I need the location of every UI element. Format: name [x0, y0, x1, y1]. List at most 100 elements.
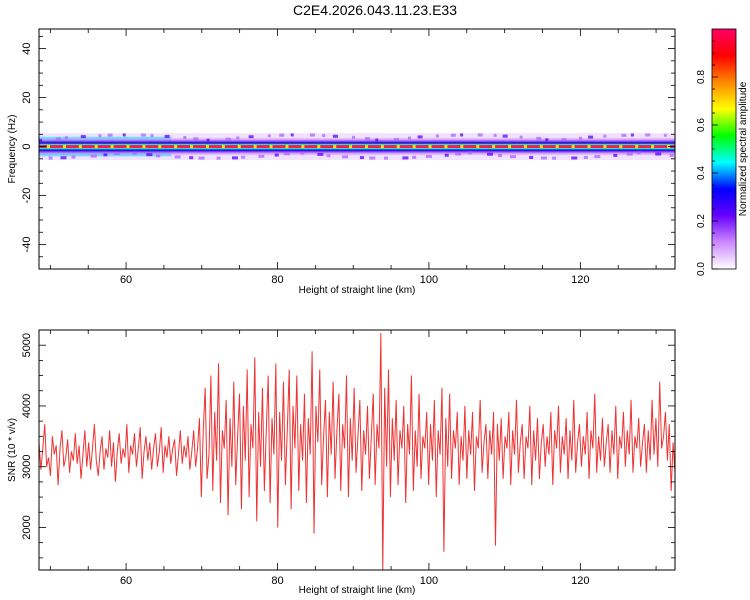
spectrogram-speckle	[90, 154, 97, 158]
spectrogram-speckle	[536, 136, 542, 140]
spectrogram-speckle	[231, 156, 238, 160]
spectrogram-speckle	[412, 155, 417, 159]
spectrogram-peak-dot	[205, 145, 209, 149]
spectrogram-speckle	[552, 156, 557, 160]
spectrogram-peak-dot	[619, 145, 623, 149]
spectrogram-peak-dot	[221, 145, 225, 149]
spectrogram-speckle	[477, 133, 483, 137]
y-tick-label: 20	[21, 91, 33, 103]
spectrogram-speckle	[529, 155, 534, 159]
spectrogram-speckle	[509, 155, 516, 159]
spectrogram-speckle	[393, 137, 399, 141]
spectrogram-y-axis: -40 -20 0 20 40	[21, 35, 675, 270]
spectrogram-speckle	[322, 133, 326, 137]
spectrogram-speckle	[60, 156, 67, 160]
spectrogram-speckle	[71, 155, 76, 159]
spectrogram-speckle	[630, 133, 634, 137]
spectrogram-peak-dot	[460, 145, 464, 149]
snr-x-axis: 60 80 100 120	[49, 330, 657, 587]
spectrogram-speckle	[107, 133, 113, 137]
x-tick-label: 100	[420, 575, 438, 587]
colorbar-gradient	[712, 29, 736, 269]
spectrogram-speckle	[332, 134, 338, 138]
spectrogram-speckle	[236, 136, 240, 140]
spectrogram-speckle	[613, 153, 618, 157]
x-tick-label: 80	[271, 274, 283, 286]
spectrogram-speckle	[497, 154, 502, 158]
spectrogram-speckle	[645, 133, 651, 137]
spectrogram-peak-dot	[126, 145, 130, 149]
spectrogram-speckle	[146, 153, 153, 157]
spectrogram-speckle	[216, 156, 221, 160]
spectrogram-speckle	[621, 133, 627, 137]
spectrogram-speckle	[383, 156, 388, 160]
spectrogram-peak-dot	[587, 145, 591, 149]
spectrogram-speckle	[626, 152, 633, 156]
spectrogram-peak-dot	[94, 145, 98, 149]
spectrogram-speckle	[80, 135, 86, 139]
snr-y-label: SNR (10 * v/v)	[7, 418, 18, 482]
snr-frame	[38, 329, 676, 571]
snr-x-label: Height of straight line (km)	[299, 585, 416, 596]
spectrogram-peak-dot	[364, 145, 368, 149]
colorbar-tick-label: 0.6	[696, 118, 707, 132]
spectrogram-peak-dot	[237, 145, 241, 149]
spectrogram-speckle	[198, 156, 205, 160]
spectrogram-speckle	[365, 137, 371, 141]
spectrogram-speckle	[193, 137, 199, 141]
spectrogram-speckle	[248, 135, 254, 139]
spectrogram-peak-dot	[412, 145, 416, 149]
spectrogram-speckle	[174, 155, 181, 159]
spectrogram-speckle	[450, 133, 456, 137]
y-tick-label: -20	[21, 188, 33, 204]
colorbar-axis: 0.0 0.2 0.4 0.6 0.8	[696, 40, 718, 276]
spectrogram-peak-dot	[539, 145, 543, 149]
spectrogram-speckle	[267, 134, 271, 138]
spectrogram-speckle	[369, 156, 376, 160]
spectrogram-peak-dot	[333, 145, 337, 149]
spectrogram-speckle	[594, 155, 601, 159]
x-tick-label: 60	[120, 575, 132, 587]
spectrogram-x-axis: 60 80 100 120	[49, 29, 657, 286]
y-tick-label: -40	[21, 237, 33, 253]
snr-panel: 60 80 100 120 2000 3000 4000 5000 Height of st…	[7, 329, 676, 596]
spectrogram-band	[39, 133, 675, 161]
spectrogram-speckle	[300, 151, 305, 155]
x-tick-label: 60	[120, 274, 132, 286]
spectrogram-speckle	[402, 156, 409, 160]
spectrogram-x-label: Height of straight line (km)	[299, 285, 416, 296]
spectrogram-speckle	[407, 136, 411, 140]
spectrogram-speckle	[425, 154, 432, 158]
spectrogram-speckle	[359, 156, 364, 160]
spectrogram-speckle	[487, 152, 494, 156]
spectrogram-speckle	[189, 156, 194, 160]
y-tick-label: 5000	[21, 333, 33, 357]
spectrogram-speckle	[225, 137, 231, 141]
spectrogram-speckle	[467, 151, 472, 155]
spectrogram-peak-line	[39, 145, 675, 149]
spectrogram-speckle	[48, 156, 53, 160]
spectrogram-speckle	[55, 137, 61, 141]
spectrogram-peak-dot	[190, 145, 194, 149]
spectrogram-speckle	[279, 133, 285, 137]
spectrogram-speckle	[578, 136, 582, 140]
spectrogram-speckle	[342, 155, 349, 159]
spectrogram-speckle	[545, 138, 549, 142]
y-tick-label: 2000	[21, 515, 33, 539]
spectrogram-peak-dot	[349, 145, 353, 149]
y-tick-label: 3000	[21, 454, 33, 478]
spectrogram-speckle	[206, 138, 210, 142]
colorbar-tick-label: 0.0	[696, 262, 707, 276]
x-tick-label: 80	[271, 575, 283, 587]
spectrogram-speckle	[561, 138, 567, 142]
spectrogram-speckle	[375, 138, 379, 142]
spectrogram-peak-dot	[508, 145, 512, 149]
spectrogram-peak-dot	[317, 145, 321, 149]
spectrogram-speckle	[655, 152, 662, 156]
spectrogram-peak-dot	[555, 145, 559, 149]
spectrogram-speckle	[444, 153, 449, 157]
spectrogram-speckle	[455, 152, 462, 156]
spectrogram-speckle	[588, 135, 594, 139]
colorbar-tick-label: 0.8	[696, 70, 707, 84]
